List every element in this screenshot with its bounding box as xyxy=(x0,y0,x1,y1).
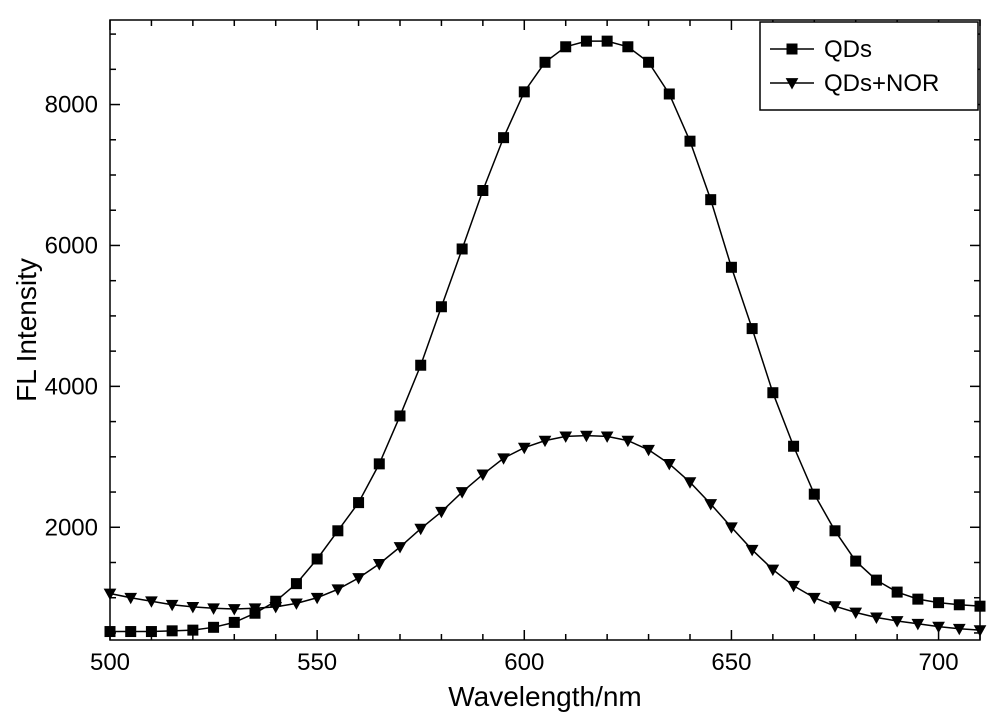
x-tick-label: 550 xyxy=(297,649,337,676)
x-tick-label: 700 xyxy=(919,649,959,676)
x-axis-title: Wavelength/nm xyxy=(448,681,642,712)
fluorescence-chart: 500 550 600 650 700 Wavelength/nm 2000 4000 6000… xyxy=(0,0,1000,714)
x-tick-label: 650 xyxy=(711,649,751,676)
x-tick-label: 600 xyxy=(504,649,544,676)
y-tick-label: 2000 xyxy=(45,514,98,541)
x-tick-label: 500 xyxy=(90,649,130,676)
y-tick-label: 6000 xyxy=(45,232,98,259)
legend-label: QDs+NOR xyxy=(824,70,939,97)
legend: QDs QDs+NOR xyxy=(760,22,978,110)
legend-label: QDs xyxy=(824,36,872,63)
y-tick-label: 4000 xyxy=(45,373,98,400)
y-tick-label: 8000 xyxy=(45,92,98,119)
y-axis-title: FL Intensity xyxy=(11,258,42,402)
